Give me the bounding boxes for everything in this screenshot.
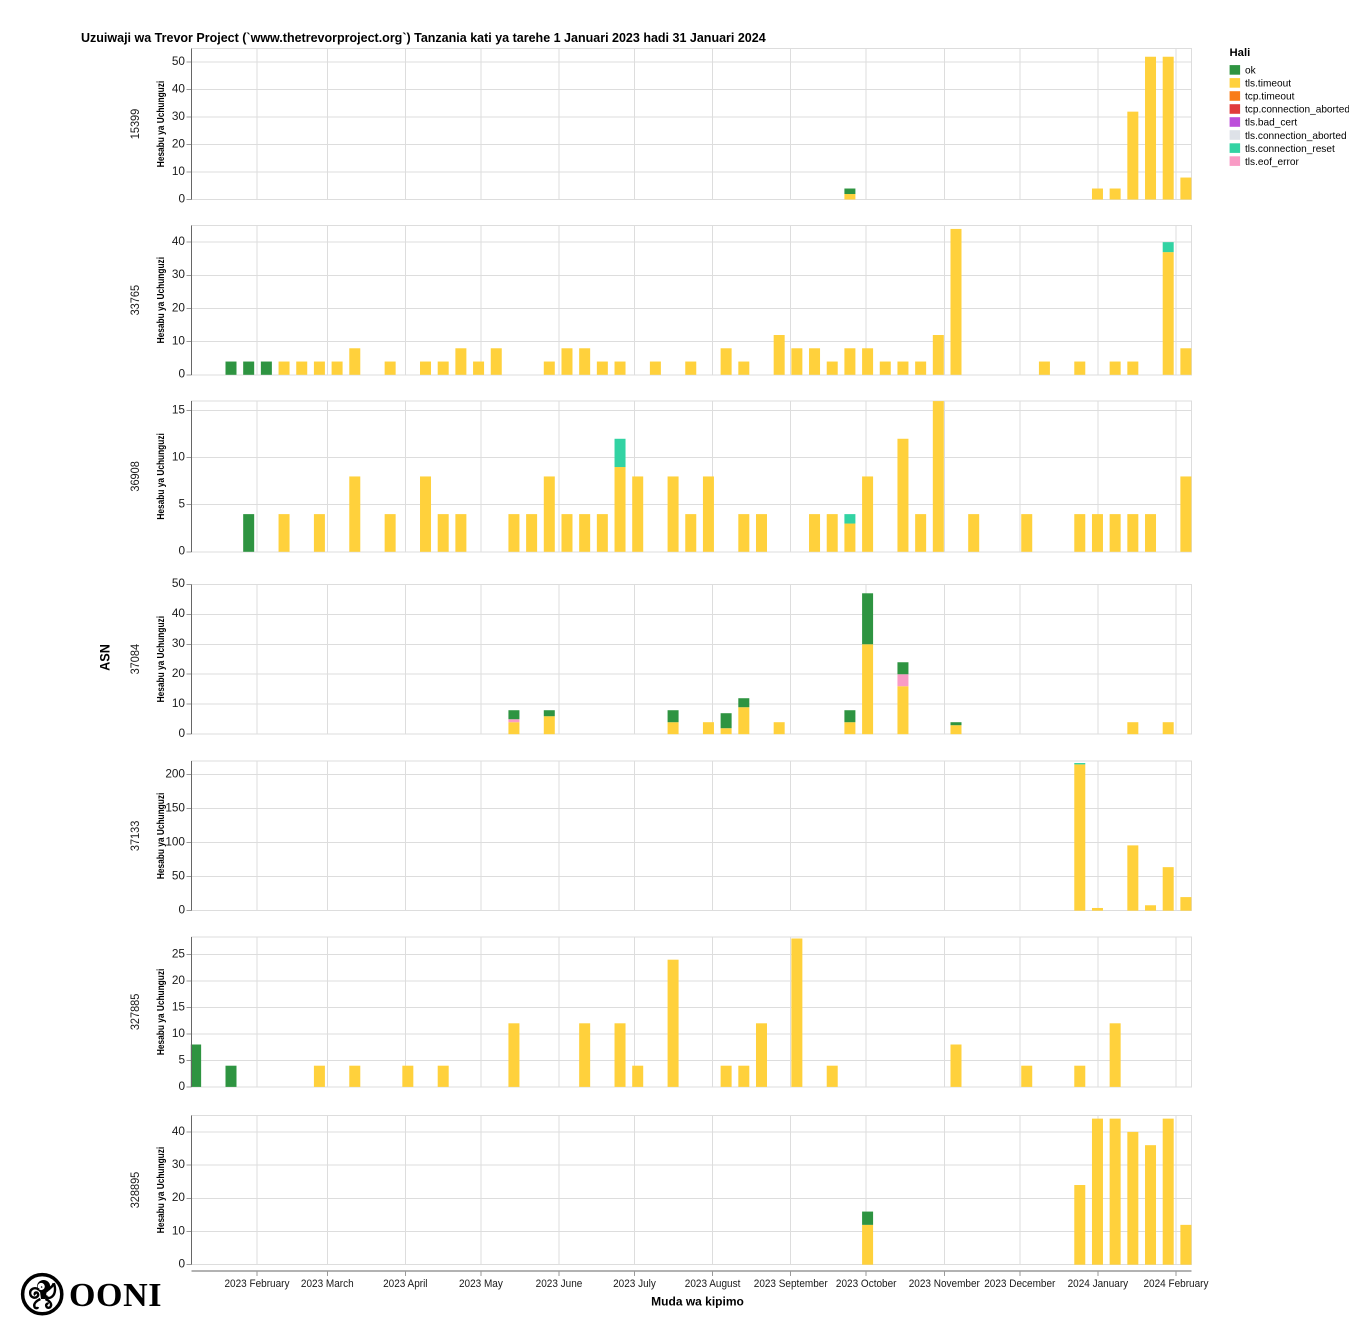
svg-text:37084: 37084	[129, 644, 141, 674]
svg-text:Hesabu ya Uchunguzi: Hesabu ya Uchunguzi	[156, 257, 167, 343]
svg-text:50: 50	[172, 576, 186, 590]
svg-text:5: 5	[178, 1052, 185, 1066]
svg-text:25: 25	[172, 946, 186, 960]
svg-text:20: 20	[172, 1190, 186, 1204]
svg-text:0: 0	[178, 367, 185, 381]
svg-text:tls.connection_aborted: tls.connection_aborted	[1245, 131, 1347, 142]
svg-text:2023 July: 2023 July	[613, 1277, 656, 1290]
svg-text:tls.connection_reset: tls.connection_reset	[1245, 144, 1335, 155]
svg-text:200: 200	[165, 767, 185, 781]
svg-text:2024 February: 2024 February	[1143, 1277, 1209, 1290]
svg-text:20: 20	[172, 973, 186, 987]
svg-text:36908: 36908	[129, 461, 141, 491]
svg-text:30: 30	[172, 1157, 186, 1171]
svg-text:30: 30	[172, 267, 186, 281]
svg-text:OONI: OONI	[69, 1277, 162, 1314]
svg-text:2023 August: 2023 August	[685, 1277, 741, 1290]
svg-text:30: 30	[172, 109, 186, 123]
svg-text:2023 December: 2023 December	[984, 1277, 1055, 1290]
svg-text:0: 0	[178, 726, 185, 740]
svg-text:2023 April: 2023 April	[383, 1277, 427, 1290]
svg-text:20: 20	[172, 300, 186, 314]
svg-text:Hali: Hali	[1230, 47, 1251, 59]
svg-text:10: 10	[172, 1026, 186, 1040]
svg-text:50: 50	[172, 869, 186, 883]
svg-text:20: 20	[172, 137, 186, 151]
svg-text:327885: 327885	[129, 994, 141, 1031]
svg-text:ASN: ASN	[97, 644, 112, 671]
svg-text:Hesabu ya Uchunguzi: Hesabu ya Uchunguzi	[156, 1147, 167, 1233]
svg-text:tcp.connection_aborted: tcp.connection_aborted	[1245, 105, 1349, 116]
svg-text:15399: 15399	[129, 109, 141, 139]
svg-text:10: 10	[172, 1223, 186, 1237]
svg-text:Hesabu ya Uchunguzi: Hesabu ya Uchunguzi	[156, 81, 167, 167]
svg-text:5: 5	[178, 497, 185, 511]
svg-text:15: 15	[172, 999, 186, 1013]
svg-text:37133: 37133	[129, 821, 141, 851]
svg-text:10: 10	[172, 334, 186, 348]
svg-text:10: 10	[172, 696, 186, 710]
svg-text:40: 40	[172, 234, 186, 248]
svg-text:40: 40	[172, 606, 186, 620]
svg-text:20: 20	[172, 666, 186, 680]
svg-text:2023 March: 2023 March	[301, 1277, 354, 1290]
svg-text:2023 October: 2023 October	[836, 1277, 897, 1290]
svg-text:tcp.timeout: tcp.timeout	[1245, 92, 1295, 103]
svg-text:50: 50	[172, 54, 186, 68]
svg-text:100: 100	[165, 835, 185, 849]
svg-text:10: 10	[172, 450, 186, 464]
svg-text:0: 0	[178, 544, 185, 558]
svg-text:328895: 328895	[129, 1172, 141, 1209]
svg-text:15: 15	[172, 402, 186, 416]
svg-text:tls.timeout: tls.timeout	[1245, 79, 1291, 90]
svg-text:2023 February: 2023 February	[224, 1277, 290, 1290]
svg-text:0: 0	[178, 1079, 185, 1093]
svg-text:0: 0	[178, 1257, 185, 1271]
svg-text:150: 150	[165, 801, 185, 815]
svg-text:tls.bad_cert: tls.bad_cert	[1245, 118, 1297, 129]
svg-text:2023 November: 2023 November	[909, 1277, 980, 1290]
svg-text:ok: ok	[1245, 66, 1257, 77]
svg-text:2023 June: 2023 June	[536, 1277, 583, 1290]
svg-text:2023 May: 2023 May	[459, 1277, 503, 1290]
svg-text:10: 10	[172, 164, 186, 178]
svg-text:Hesabu ya Uchunguzi: Hesabu ya Uchunguzi	[156, 616, 167, 702]
svg-text:Muda wa kipimo: Muda wa kipimo	[651, 1295, 744, 1309]
svg-text:Hesabu ya Uchunguzi: Hesabu ya Uchunguzi	[156, 793, 167, 879]
svg-text:Hesabu ya Uchunguzi: Hesabu ya Uchunguzi	[156, 433, 167, 519]
svg-text:2023 September: 2023 September	[754, 1277, 828, 1290]
svg-text:tls.eof_error: tls.eof_error	[1245, 157, 1299, 168]
svg-text:40: 40	[172, 1124, 186, 1138]
svg-text:2024 January: 2024 January	[1068, 1277, 1129, 1290]
svg-text:Uzuiwaji wa Trevor Project (`w: Uzuiwaji wa Trevor Project (`www.thetrev…	[81, 30, 767, 45]
svg-text:0: 0	[178, 191, 185, 205]
svg-text:40: 40	[172, 82, 186, 96]
svg-text:30: 30	[172, 636, 186, 650]
svg-text:0: 0	[178, 903, 185, 917]
svg-text:Hesabu ya Uchunguzi: Hesabu ya Uchunguzi	[156, 969, 167, 1055]
svg-text:33765: 33765	[129, 285, 141, 315]
